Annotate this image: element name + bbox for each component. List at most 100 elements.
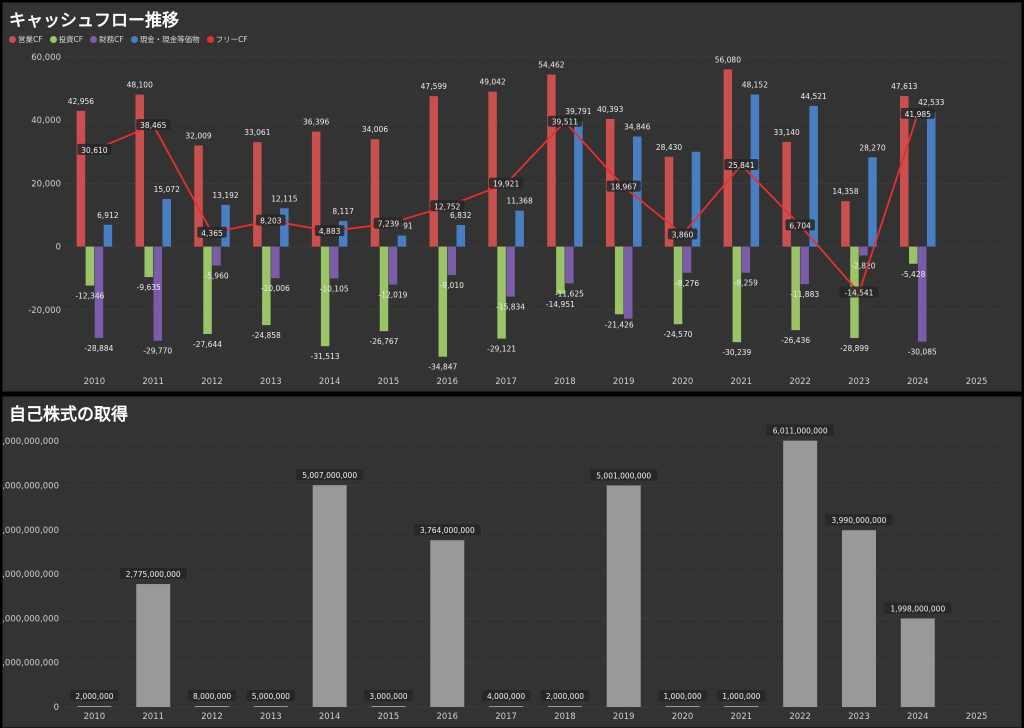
bar — [195, 706, 230, 707]
data-label: -9,010 — [440, 281, 464, 290]
free-cf-label-bg — [197, 226, 227, 238]
data-label: -30,085 — [908, 348, 937, 357]
bar — [253, 706, 288, 707]
buyback-title: 自己株式の取得 — [9, 405, 128, 425]
free-cf-label-bg — [77, 143, 112, 155]
data-label: 6,011,000,000 — [773, 427, 828, 436]
data-label: 42,533 — [918, 98, 944, 107]
data-label: 39,791 — [565, 107, 591, 116]
data-label: -15,834 — [496, 303, 525, 312]
bar — [311, 131, 321, 247]
data-label: 8,000,000 — [193, 692, 231, 701]
data-label: 2,000,000 — [75, 692, 113, 701]
bar — [800, 246, 809, 285]
bar — [136, 584, 171, 707]
bar — [397, 235, 407, 247]
x-tick-label: 2025 — [966, 712, 988, 722]
bar — [280, 208, 289, 247]
free-cf-label: 4,365 — [201, 229, 223, 238]
x-tick-label: 2010 — [84, 377, 106, 387]
data-label: -14,951 — [546, 300, 575, 309]
x-tick-label: 2019 — [613, 377, 635, 387]
bar — [438, 246, 448, 357]
free-cf-label: 12,752 — [434, 202, 460, 211]
data-label: 28,270 — [859, 143, 885, 152]
data-label: -34,847 — [428, 363, 457, 372]
bar — [782, 141, 791, 247]
data-label-bg — [246, 690, 295, 701]
bar — [312, 485, 347, 707]
x-tick-label: 2013 — [260, 377, 282, 387]
data-label-bg — [296, 469, 364, 481]
data-label: 42,956 — [68, 97, 94, 106]
legend-item-investing[interactable]: 投資CF — [49, 34, 83, 45]
data-label: 5,007,000,000 — [302, 471, 357, 480]
bar — [212, 246, 221, 266]
bar — [329, 246, 339, 279]
bar — [85, 246, 95, 286]
data-label: -10,105 — [320, 285, 349, 294]
legend-item-operating[interactable]: 営業CF — [9, 34, 43, 45]
buyback-chart: 6,000,000,000 5,000,000,000 4,000,000,000 3… — [3, 424, 1006, 722]
free-cf-label: 7,239 — [378, 220, 400, 229]
data-label: 5,000,000 — [252, 692, 290, 701]
free-cf-label-bg — [136, 119, 171, 131]
x-tick-label: 2016 — [436, 377, 458, 387]
bar — [664, 156, 674, 247]
data-label: 3,990,000,000 — [832, 516, 887, 525]
data-label: 28,430 — [656, 143, 682, 152]
x-tick-label: 2023 — [848, 712, 870, 722]
x-tick-label: 2018 — [554, 712, 576, 722]
x-tick-label: 2015 — [378, 712, 400, 722]
bar — [103, 224, 113, 247]
cashflow-legend: 営業CF 投資CF 財務CF 現金・現金等価物 フリーCF — [9, 34, 248, 45]
data-label: -12,346 — [75, 292, 104, 301]
data-label: 36,396 — [303, 118, 329, 127]
data-label: -9,635 — [137, 283, 161, 292]
data-label: 40,393 — [597, 105, 623, 114]
x-tick-label: 2014 — [319, 712, 341, 722]
data-label: 56,080 — [715, 55, 741, 64]
data-label: 12,115 — [271, 194, 297, 203]
bar — [750, 94, 760, 247]
data-label: 15,072 — [154, 185, 180, 194]
data-label-bg — [590, 469, 658, 481]
free-cf-label: -14,541 — [844, 289, 873, 298]
data-label: -24,858 — [252, 331, 281, 340]
data-label-bg — [884, 602, 952, 614]
y-tick-label: 40,000 — [31, 116, 61, 126]
data-label: 6,912 — [97, 211, 119, 220]
legend-item-cash[interactable]: 現金・現金等価物 — [130, 34, 200, 45]
cashflow-chart: 60,000 40,000 20,000 0 -20,000 2010 2011 2012 20… — [28, 53, 1006, 387]
free-cf-label-bg — [724, 158, 759, 170]
bar — [841, 201, 850, 247]
data-label: -5,960 — [204, 271, 228, 280]
free-cf-label: 6,704 — [789, 221, 811, 230]
legend-label: フリーCF — [215, 35, 248, 44]
free-cf-label-bg — [785, 219, 815, 231]
free-cf-label: 30,610 — [81, 146, 107, 155]
x-tick-label: 2012 — [201, 712, 223, 722]
data-label: -10,006 — [261, 284, 290, 293]
data-label: 1,998,000,000 — [890, 604, 945, 613]
data-label-bg — [717, 690, 766, 701]
legend-item-free-cf[interactable]: フリーCF — [206, 34, 248, 45]
bar — [515, 210, 524, 247]
data-label: -11,883 — [790, 290, 819, 299]
bar — [430, 540, 465, 707]
data-label: 54,462 — [538, 61, 564, 70]
free-cf-label: 3,860 — [672, 230, 694, 239]
legend-item-financing[interactable]: 財務CF — [90, 34, 124, 45]
data-label: -12,019 — [378, 291, 407, 300]
data-label: -27,644 — [193, 340, 222, 349]
data-label: 1,000,000 — [663, 692, 701, 701]
data-label: -26,767 — [369, 337, 398, 346]
bar — [682, 246, 692, 273]
data-label: -11,625 — [555, 289, 584, 298]
data-label: -8,276 — [675, 279, 699, 288]
legend-dot — [90, 36, 98, 43]
bar — [203, 246, 212, 334]
data-label: -8,259 — [734, 279, 758, 288]
bar — [262, 246, 271, 326]
x-tick-label: 2024 — [907, 377, 929, 387]
